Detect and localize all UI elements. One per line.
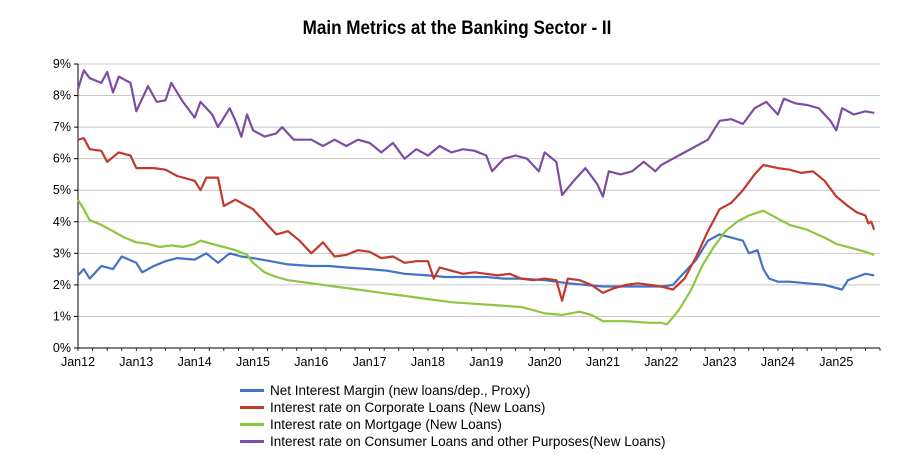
series-line (77, 137, 876, 302)
x-tick-label: Jan25 (819, 355, 853, 369)
x-tick-label: Jan12 (61, 355, 95, 369)
y-tick-label: 0% (53, 341, 71, 355)
y-tick-label: 8% (53, 89, 71, 103)
y-tick-label: 2% (53, 278, 71, 292)
legend-swatch (240, 423, 264, 426)
series-line (77, 199, 875, 326)
y-tick-label: 5% (53, 183, 71, 197)
tick-labels: 0% 1% 2% 3% 4% 5% 6% 7% 8% 9% Jan12 Jan13 Jan14 Jan15… (53, 57, 853, 369)
gridlines (78, 63, 880, 317)
legend-item: Interest rate on Consumer Loans and othe… (240, 433, 665, 450)
legend-item: Net Interest Margin (new loans/dep., Pro… (240, 382, 665, 399)
y-tick-label: 4% (53, 215, 71, 229)
legend-swatch (240, 440, 264, 443)
y-tick-label: 7% (53, 120, 71, 134)
axes (74, 63, 881, 351)
x-tick-label: Jan16 (294, 355, 328, 369)
series-line (76, 69, 875, 198)
series-line (77, 233, 875, 291)
legend-label: Interest rate on Mortgage (New Loans) (270, 417, 502, 432)
x-tick-label: Jan13 (119, 355, 153, 369)
x-tick-label: Jan23 (703, 355, 737, 369)
y-tick-label: 3% (53, 246, 71, 260)
legend-label: Interest rate on Corporate Loans (New Lo… (270, 400, 546, 415)
x-tick-label: Jan19 (469, 355, 503, 369)
legend-swatch (240, 389, 264, 392)
y-tick-label: 9% (53, 57, 71, 71)
legend-swatch (240, 406, 264, 409)
legend-label: Interest rate on Consumer Loans and othe… (270, 434, 666, 449)
x-tick-label: Jan20 (528, 355, 562, 369)
x-tick-label: Jan24 (761, 355, 795, 369)
x-tick-label: Jan17 (353, 355, 387, 369)
x-tick-label: Jan14 (178, 355, 212, 369)
legend-label: Net Interest Margin (new loans/dep., Pro… (270, 383, 531, 398)
legend-item: Interest rate on Mortgage (New Loans) (240, 416, 665, 433)
chart-title: Main Metrics at the Banking Sector - II (302, 18, 612, 39)
x-tick-label: Jan18 (411, 355, 445, 369)
legend-item: Interest rate on Corporate Loans (New Lo… (240, 399, 665, 416)
y-tick-label: 6% (53, 152, 71, 166)
series-lines (76, 69, 876, 326)
x-tick-label: Jan22 (644, 355, 678, 369)
x-tick-label: Jan15 (236, 355, 270, 369)
legend: Net Interest Margin (new loans/dep., Pro… (240, 382, 665, 450)
x-tick-label: Jan21 (586, 355, 620, 369)
y-tick-label: 1% (53, 309, 71, 323)
